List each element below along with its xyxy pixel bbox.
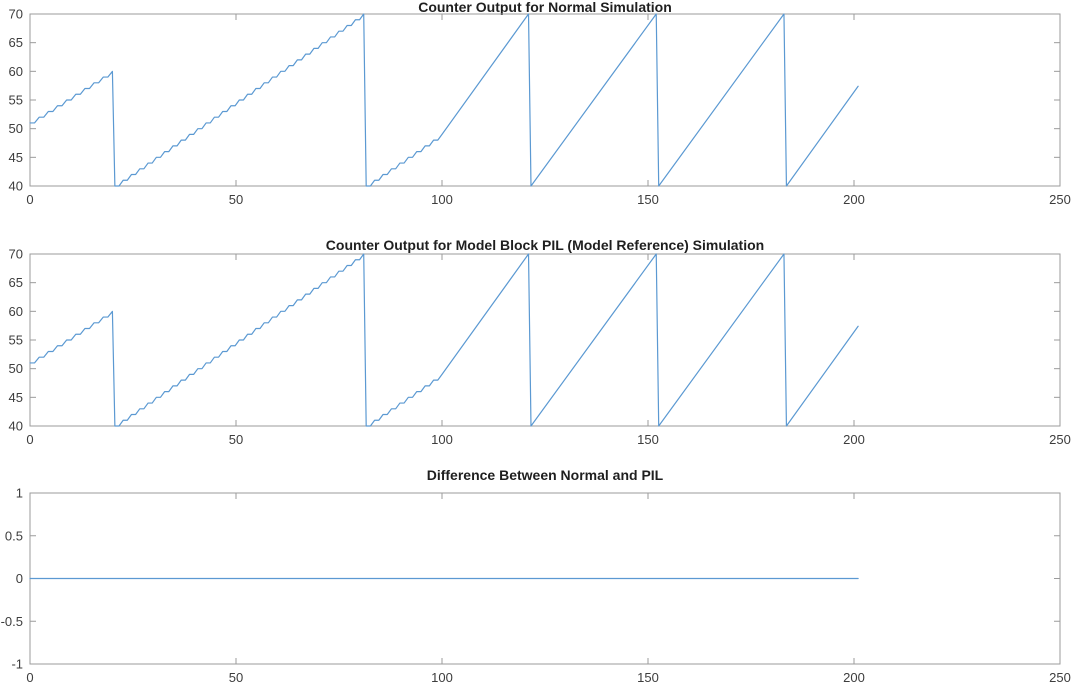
y-tick-label: 45: [9, 150, 23, 165]
x-tick-label: 50: [229, 670, 243, 685]
chart2-title: Counter Output for Model Block PIL (Mode…: [325, 237, 765, 253]
series-line-pil-counter-output: [29, 253, 859, 427]
x-tick-label: 100: [431, 432, 453, 447]
x-tick-label: 250: [1049, 432, 1071, 447]
x-tick-label: 100: [431, 192, 453, 207]
y-tick-label: 45: [9, 390, 23, 405]
x-tick-label: 150: [637, 670, 659, 685]
y-tick-label: -1: [11, 657, 23, 672]
chart1-title: Counter Output for Normal Simulation: [418, 0, 672, 15]
x-tick-label: 150: [637, 192, 659, 207]
chart3-title: Difference Between Normal and PIL: [426, 467, 664, 483]
x-tick-label: 50: [229, 432, 243, 447]
x-tick-label: 0: [26, 192, 33, 207]
y-tick-label: 65: [9, 275, 23, 290]
y-tick-label: 65: [9, 35, 23, 50]
y-tick-label: 0.5: [5, 528, 23, 543]
y-tick-label: 40: [9, 179, 23, 194]
x-tick-label: 250: [1049, 670, 1071, 685]
y-tick-label: 55: [9, 333, 23, 348]
x-tick-label: 100: [431, 670, 453, 685]
x-tick-label: 200: [843, 670, 865, 685]
y-tick-label: -0.5: [1, 614, 23, 629]
x-tick-label: 0: [26, 670, 33, 685]
y-tick-label: 50: [9, 361, 23, 376]
axes-box: [29, 13, 1061, 187]
y-tick-label: 50: [9, 121, 23, 136]
y-tick-label: 60: [9, 304, 23, 319]
y-tick-label: 0: [16, 571, 23, 586]
y-tick-label: 40: [9, 419, 23, 434]
y-tick-label: 1: [16, 486, 23, 501]
axes-box: [29, 253, 1061, 427]
x-tick-label: 200: [843, 192, 865, 207]
y-tick-label: 60: [9, 64, 23, 79]
series-line-normal-counter-output: [29, 13, 859, 187]
y-tick-label: 55: [9, 93, 23, 108]
x-tick-label: 250: [1049, 192, 1071, 207]
y-tick-label: 70: [9, 7, 23, 22]
x-tick-label: 0: [26, 432, 33, 447]
x-tick-label: 150: [637, 432, 659, 447]
y-tick-label: 70: [9, 247, 23, 262]
x-tick-label: 200: [843, 432, 865, 447]
x-tick-label: 50: [229, 192, 243, 207]
